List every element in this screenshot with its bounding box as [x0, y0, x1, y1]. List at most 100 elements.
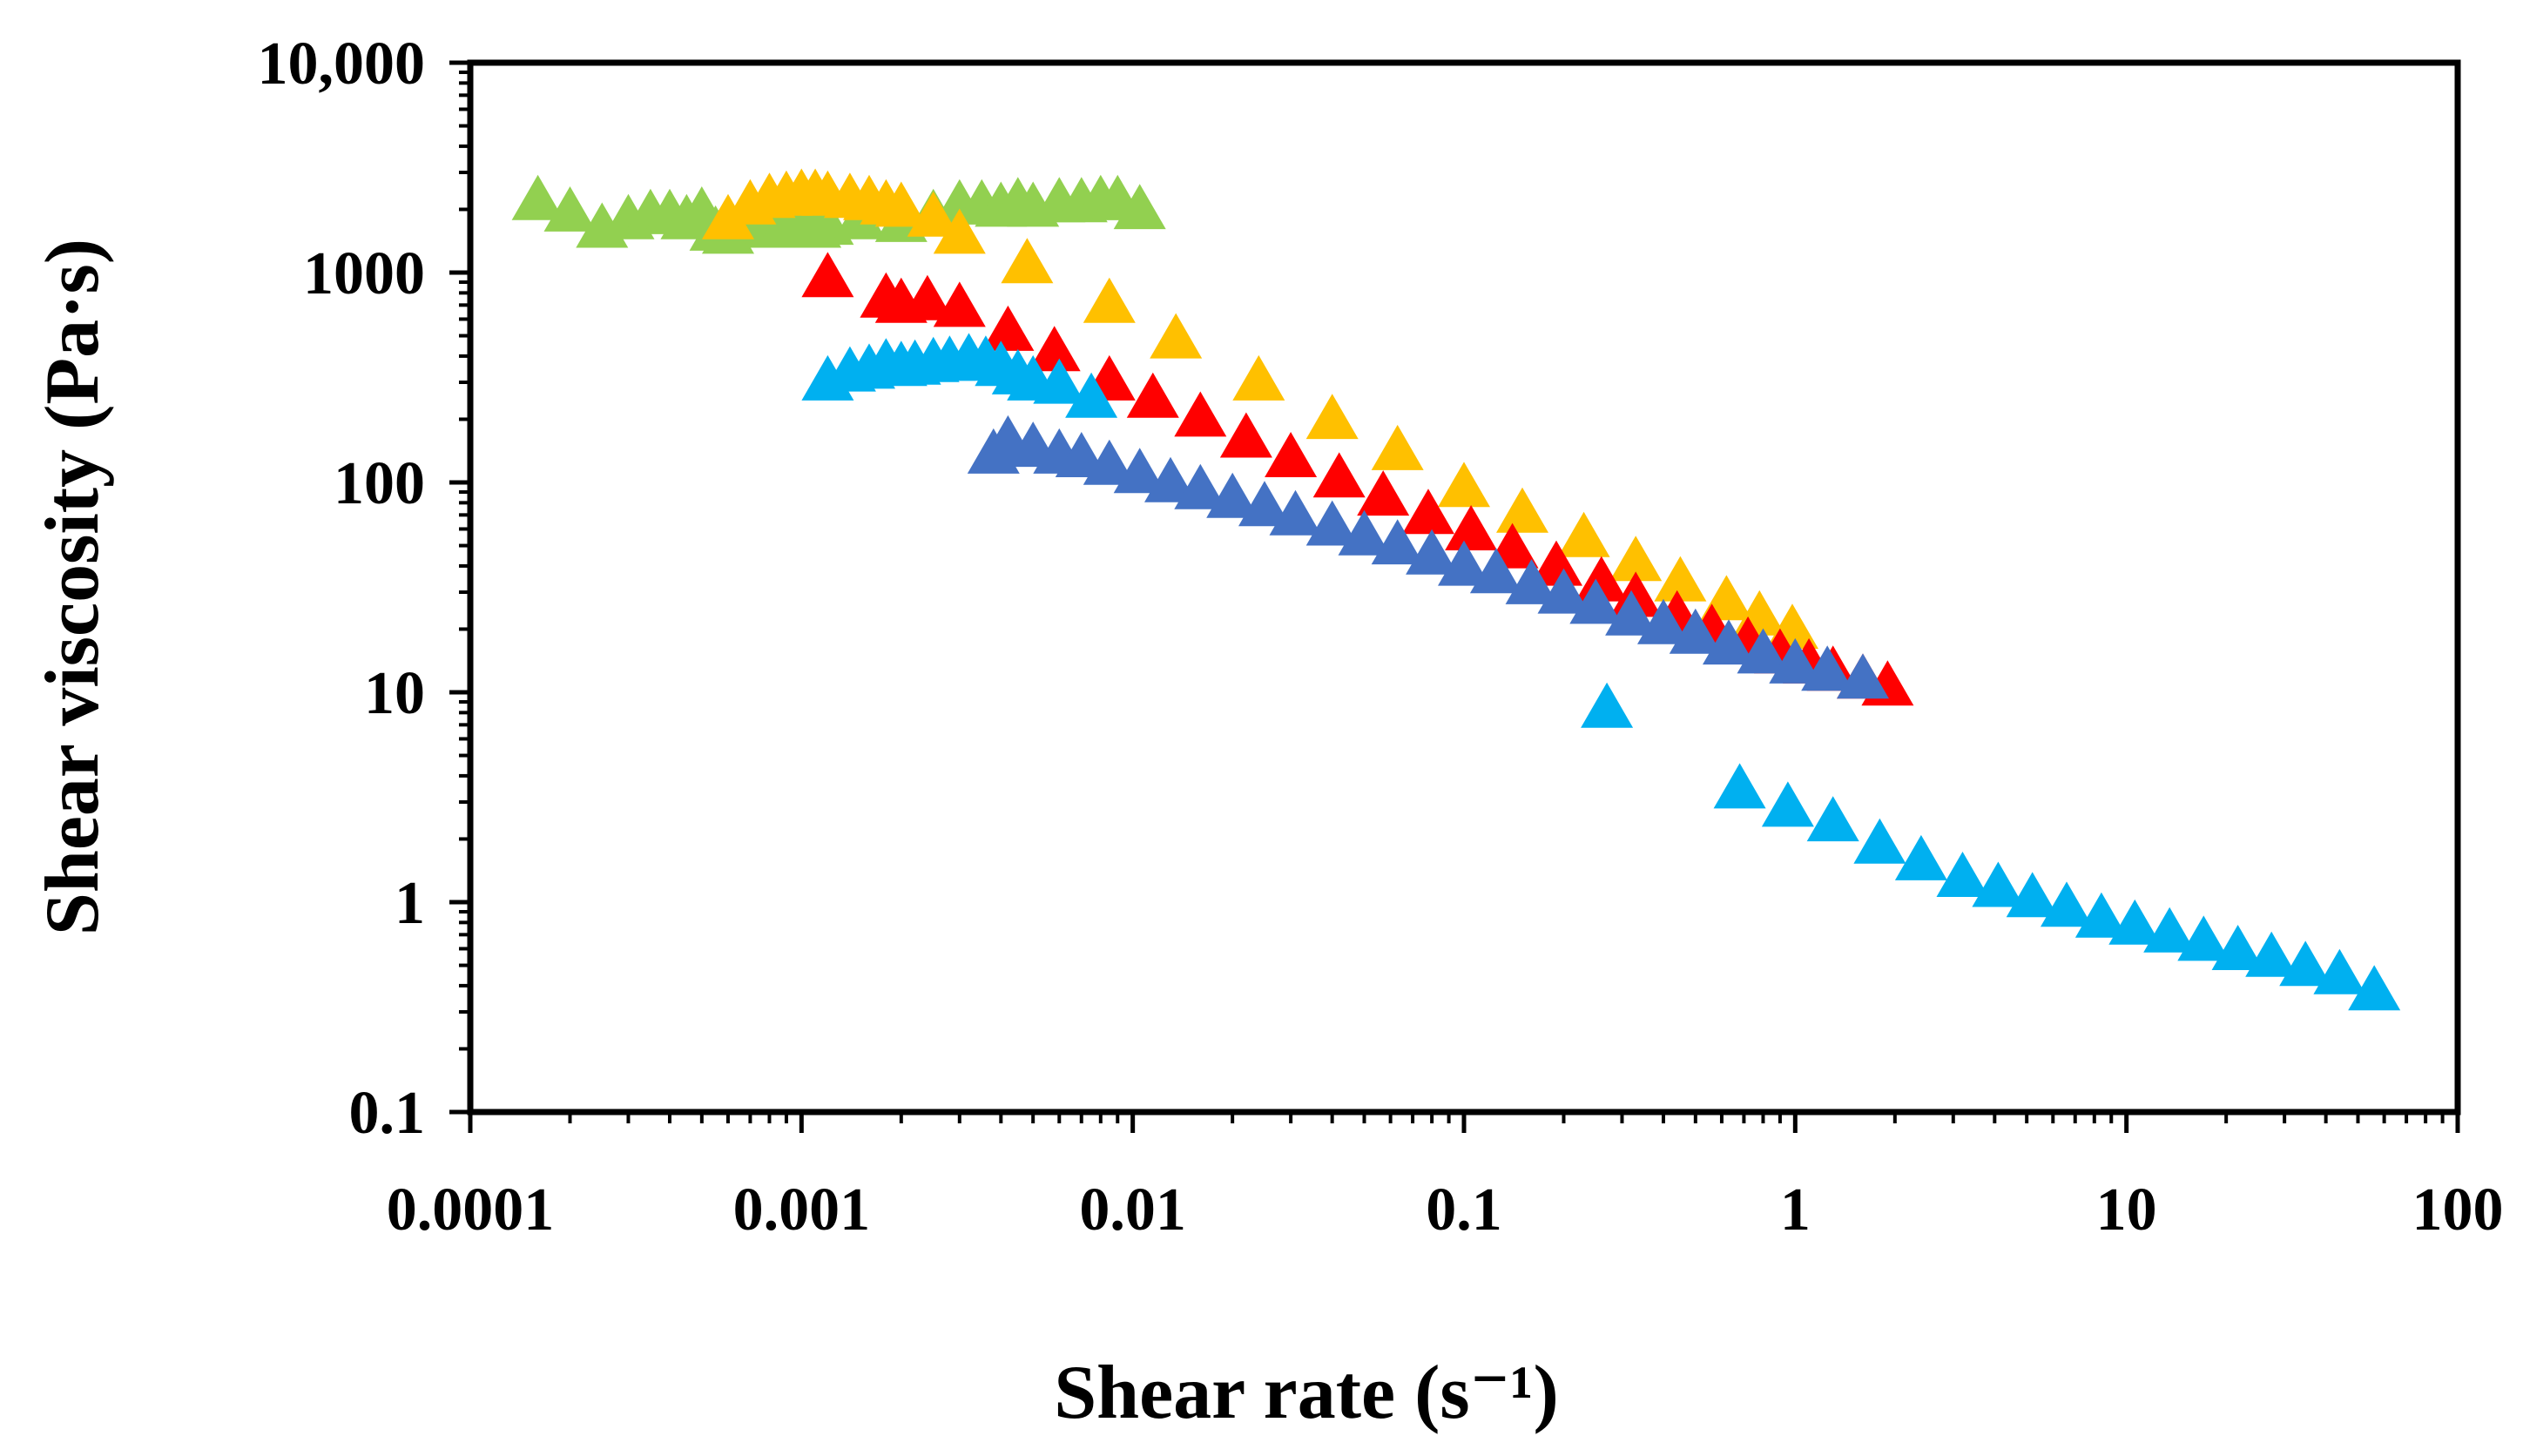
data-point	[1438, 462, 1490, 508]
data-point	[1894, 834, 1947, 880]
data-point	[933, 281, 986, 327]
data-point	[1113, 184, 1166, 230]
data-series	[702, 168, 1818, 650]
data-point	[1703, 619, 1755, 665]
x-tick-label: 10	[2096, 1176, 2157, 1244]
data-point	[1338, 509, 1391, 556]
y-axis: 0.1 1 10 100 1000 10,000	[258, 30, 470, 1147]
data-series	[801, 333, 2401, 1011]
data-point	[1174, 463, 1227, 509]
data-point	[2074, 892, 2128, 938]
data-point	[1406, 529, 1459, 575]
data-point	[1357, 470, 1410, 516]
data-point	[1713, 763, 1766, 809]
data-point	[1150, 313, 1203, 359]
data-point	[901, 274, 954, 320]
y-tick-label: 10,000	[258, 30, 426, 98]
data-point	[1083, 439, 1136, 485]
data-point	[1174, 391, 1227, 437]
data-point	[2143, 907, 2196, 953]
data-point	[2108, 899, 2162, 945]
data-point	[1033, 358, 1086, 404]
x-tick-label: 0.001	[733, 1176, 871, 1244]
x-tick-label: 0.0001	[387, 1176, 555, 1244]
data-point	[1575, 556, 1628, 602]
data-point	[982, 305, 1035, 351]
data-series-layer	[511, 168, 2401, 1011]
data-point	[801, 252, 854, 298]
data-point	[1445, 505, 1498, 550]
y-tick-label: 0.1	[349, 1080, 426, 1147]
data-point	[1581, 682, 1634, 728]
data-point	[1669, 608, 1722, 654]
x-axis-title: Shear rate (s⁻¹)	[1054, 1351, 1559, 1435]
data-point	[1505, 558, 1558, 604]
data-series	[967, 415, 1889, 699]
data-point	[2313, 948, 2366, 994]
data-point	[1769, 637, 1822, 684]
y-tick-label: 1	[395, 870, 425, 937]
data-point	[1305, 394, 1359, 440]
y-axis-title: Shear viscosity (Pa·s)	[30, 239, 115, 935]
x-tick-label: 0.1	[1426, 1176, 1502, 1244]
data-point	[1637, 598, 1690, 644]
data-point	[874, 181, 928, 227]
data-point	[1605, 590, 1658, 636]
y-tick-label: 1000	[303, 240, 425, 307]
data-point	[2041, 881, 2093, 927]
data-point	[1530, 540, 1582, 586]
data-point	[2211, 925, 2264, 970]
data-point	[1936, 852, 1989, 897]
data-point	[1469, 548, 1522, 594]
data-point	[1219, 412, 1272, 458]
y-tick-label: 10	[364, 660, 425, 727]
data-point	[1113, 448, 1166, 494]
data-point	[1144, 456, 1197, 502]
data-point	[543, 186, 597, 232]
data-point	[1654, 556, 1707, 602]
data-point	[1569, 578, 1622, 624]
data-point	[1371, 519, 1424, 565]
data-point	[1801, 645, 1854, 691]
data-point	[1065, 372, 1118, 418]
data-point	[2006, 872, 2059, 918]
data-point	[1761, 781, 1814, 827]
data-point	[1232, 354, 1285, 401]
x-tick-label: 100	[2412, 1176, 2504, 1244]
data-point	[1972, 861, 2025, 907]
x-tick-label: 1	[1780, 1176, 1811, 1244]
data-point	[933, 208, 986, 254]
x-tick-label: 0.01	[1079, 1176, 1186, 1244]
data-point	[1238, 481, 1291, 527]
data-point	[1496, 487, 1548, 533]
data-point	[1371, 424, 1424, 470]
data-point	[2245, 931, 2298, 977]
x-axis: 0.0001 0.001 0.01 0.1 1 10 100	[387, 1112, 2504, 1244]
data-point	[1737, 628, 1790, 674]
data-point	[2177, 915, 2230, 961]
data-point	[907, 191, 960, 237]
data-point	[1609, 536, 1663, 582]
data-point	[702, 193, 754, 239]
data-point	[1312, 452, 1366, 498]
data-point	[1557, 511, 1610, 557]
data-point	[2348, 965, 2401, 1011]
data-point	[1265, 432, 1318, 477]
data-point	[1837, 653, 1889, 699]
data-point	[2279, 940, 2332, 987]
data-point	[1001, 238, 1054, 284]
data-point	[1083, 277, 1136, 323]
data-point	[1438, 540, 1490, 586]
data-point	[1126, 372, 1179, 418]
data-point	[1537, 568, 1590, 614]
data-point	[1853, 818, 1906, 864]
data-point	[1402, 489, 1454, 535]
data-point	[1206, 472, 1259, 518]
data-point	[1269, 489, 1322, 536]
data-point	[1028, 326, 1081, 372]
data-point	[1806, 796, 1859, 842]
data-point	[1305, 500, 1359, 546]
y-tick-label: 100	[334, 450, 425, 517]
